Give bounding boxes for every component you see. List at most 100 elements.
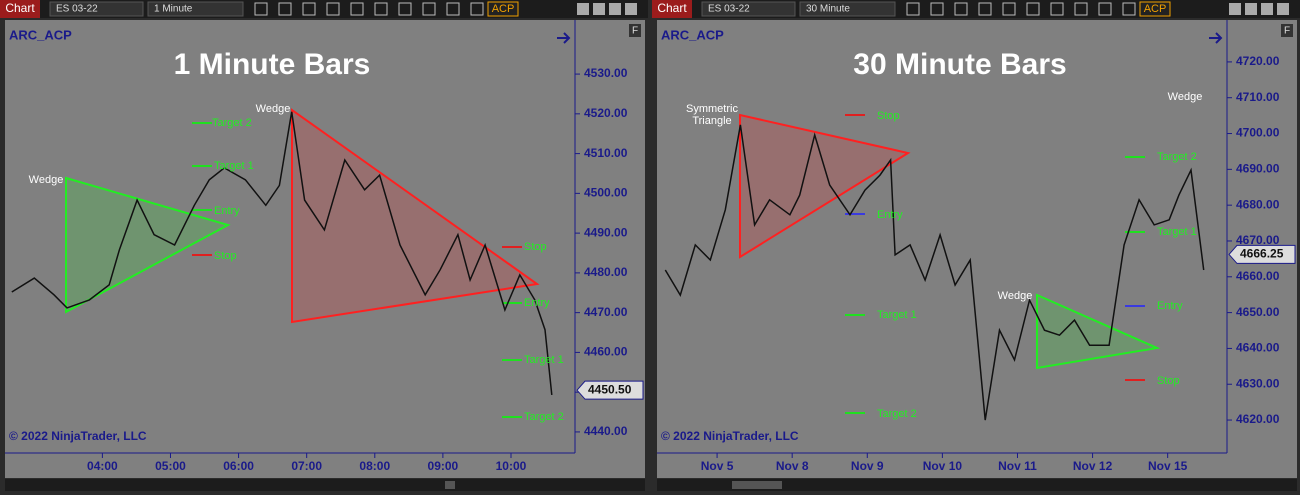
chart-tab[interactable]	[0, 0, 40, 18]
f-button[interactable]	[629, 24, 641, 37]
toolbar-icon[interactable]	[1098, 2, 1112, 16]
time-axis-area	[657, 453, 1297, 478]
scrollbar	[657, 479, 1297, 491]
toolbar-icon[interactable]	[254, 2, 268, 16]
y-tick-label: 4660.00	[1236, 269, 1280, 283]
chart-title: 1 Minute Bars	[174, 48, 371, 81]
y-tick-label: 4720.00	[1236, 54, 1280, 68]
last-price-label: 4666.25	[1240, 247, 1284, 261]
toolbar-icon[interactable]	[422, 2, 436, 16]
indicator-button[interactable]	[487, 1, 519, 17]
annotation: Stop	[1157, 375, 1180, 387]
x-tick-label: Nov 8	[776, 459, 809, 473]
toolbar-icon[interactable]	[350, 2, 364, 16]
y-tick-label: 4700.00	[1236, 126, 1280, 140]
f-button[interactable]	[1281, 24, 1293, 37]
x-tick-label: 06:00	[223, 459, 254, 473]
x-tick-label: 04:00	[87, 459, 118, 473]
x-tick-label: Nov 11	[998, 459, 1037, 473]
last-price-marker	[576, 380, 644, 400]
annotation: Entry	[1157, 300, 1183, 312]
f-icon: F	[1284, 26, 1290, 37]
series-name: ARC_ACP	[661, 27, 724, 42]
indicator-button[interactable]	[1139, 1, 1171, 17]
y-tick-label: 4480.00	[584, 265, 628, 279]
arrow-icon[interactable]	[557, 32, 571, 44]
toolbar-icon[interactable]	[1002, 2, 1016, 16]
price-line	[11, 111, 553, 395]
window-button[interactable]	[1277, 3, 1289, 15]
window-button[interactable]	[577, 3, 589, 15]
y-tick-label: 4490.00	[584, 225, 628, 239]
indicator-label: ACP	[492, 3, 515, 15]
toolbar-icon[interactable]	[1050, 2, 1064, 16]
window-button[interactable]	[1261, 3, 1273, 15]
arrow-icon[interactable]	[1209, 32, 1223, 44]
window-button[interactable]	[609, 3, 621, 15]
copyright: © 2022 NinjaTrader, LLC	[9, 429, 147, 443]
annotation: Stop	[524, 241, 547, 253]
price-axis-area	[1227, 20, 1297, 453]
interval: 30 Minute	[806, 4, 850, 15]
toolbar-icon[interactable]	[978, 2, 992, 16]
y-tick-label: 4670.00	[1236, 233, 1280, 247]
annotation: Wedge	[29, 174, 64, 186]
toolbar-icon[interactable]	[930, 2, 944, 16]
annotation: Target 1	[214, 160, 254, 172]
annotation: Symmetric	[686, 103, 738, 115]
scroll-thumb[interactable]	[445, 481, 455, 489]
pattern-triangle	[291, 108, 540, 324]
toolbar-icon[interactable]	[398, 2, 412, 16]
instrument-select[interactable]	[49, 1, 144, 17]
scroll-thumb[interactable]	[732, 481, 782, 489]
x-tick-label: Nov 15	[1148, 459, 1188, 473]
chart-tab[interactable]	[652, 0, 692, 18]
interval: 1 Minute	[154, 4, 193, 15]
toolbar-icon[interactable]	[1122, 2, 1136, 16]
x-tick-label: Nov 10	[923, 459, 963, 473]
window-button[interactable]	[625, 3, 637, 15]
annotation: Target 1	[877, 309, 917, 321]
instrument: ES 03-22	[56, 4, 98, 15]
toolbar-icon[interactable]	[326, 2, 340, 16]
y-tick-label: 4460.00	[584, 345, 628, 359]
toolbar-icon[interactable]	[470, 2, 484, 16]
window-button[interactable]	[1229, 3, 1241, 15]
toolbar-icon[interactable]	[446, 2, 460, 16]
toolbar-icon[interactable]	[278, 2, 292, 16]
annotation: Wedge	[1168, 91, 1203, 103]
series-name: ARC_ACP	[9, 27, 72, 42]
instrument: ES 03-22	[708, 4, 750, 15]
annotation: Triangle	[692, 115, 731, 127]
x-tick-label: 05:00	[155, 459, 186, 473]
toolbar-icon[interactable]	[374, 2, 388, 16]
interval-select[interactable]	[799, 1, 896, 17]
window-button[interactable]	[1245, 3, 1257, 15]
y-tick-label: 4530.00	[584, 66, 628, 80]
x-tick-label: Nov 12	[1073, 459, 1113, 473]
toolbar-icon[interactable]	[302, 2, 316, 16]
toolbar-icon[interactable]	[906, 2, 920, 16]
time-axis-area	[5, 453, 645, 478]
toolbar-icon[interactable]	[954, 2, 968, 16]
price-line	[664, 124, 1205, 421]
annotation: Stop	[877, 110, 900, 122]
annotation: Stop	[214, 250, 237, 262]
y-tick-label: 4690.00	[1236, 162, 1280, 176]
y-tick-label: 4650.00	[1236, 305, 1280, 319]
toolbar-icon[interactable]	[1026, 2, 1040, 16]
annotation: Target 1	[1157, 226, 1197, 238]
pattern-triangle	[1036, 293, 1161, 370]
last-price-marker	[1228, 244, 1296, 264]
chart-tab-label: Chart	[657, 1, 687, 15]
window-button[interactable]	[593, 3, 605, 15]
instrument-select[interactable]	[701, 1, 796, 17]
y-tick-label: 4620.00	[1236, 412, 1280, 426]
y-tick-label: 4470.00	[584, 305, 628, 319]
annotation: Target 2	[524, 411, 564, 423]
toolbar-icon[interactable]	[1074, 2, 1088, 16]
y-tick-label: 4680.00	[1236, 197, 1280, 211]
interval-select[interactable]	[147, 1, 244, 17]
